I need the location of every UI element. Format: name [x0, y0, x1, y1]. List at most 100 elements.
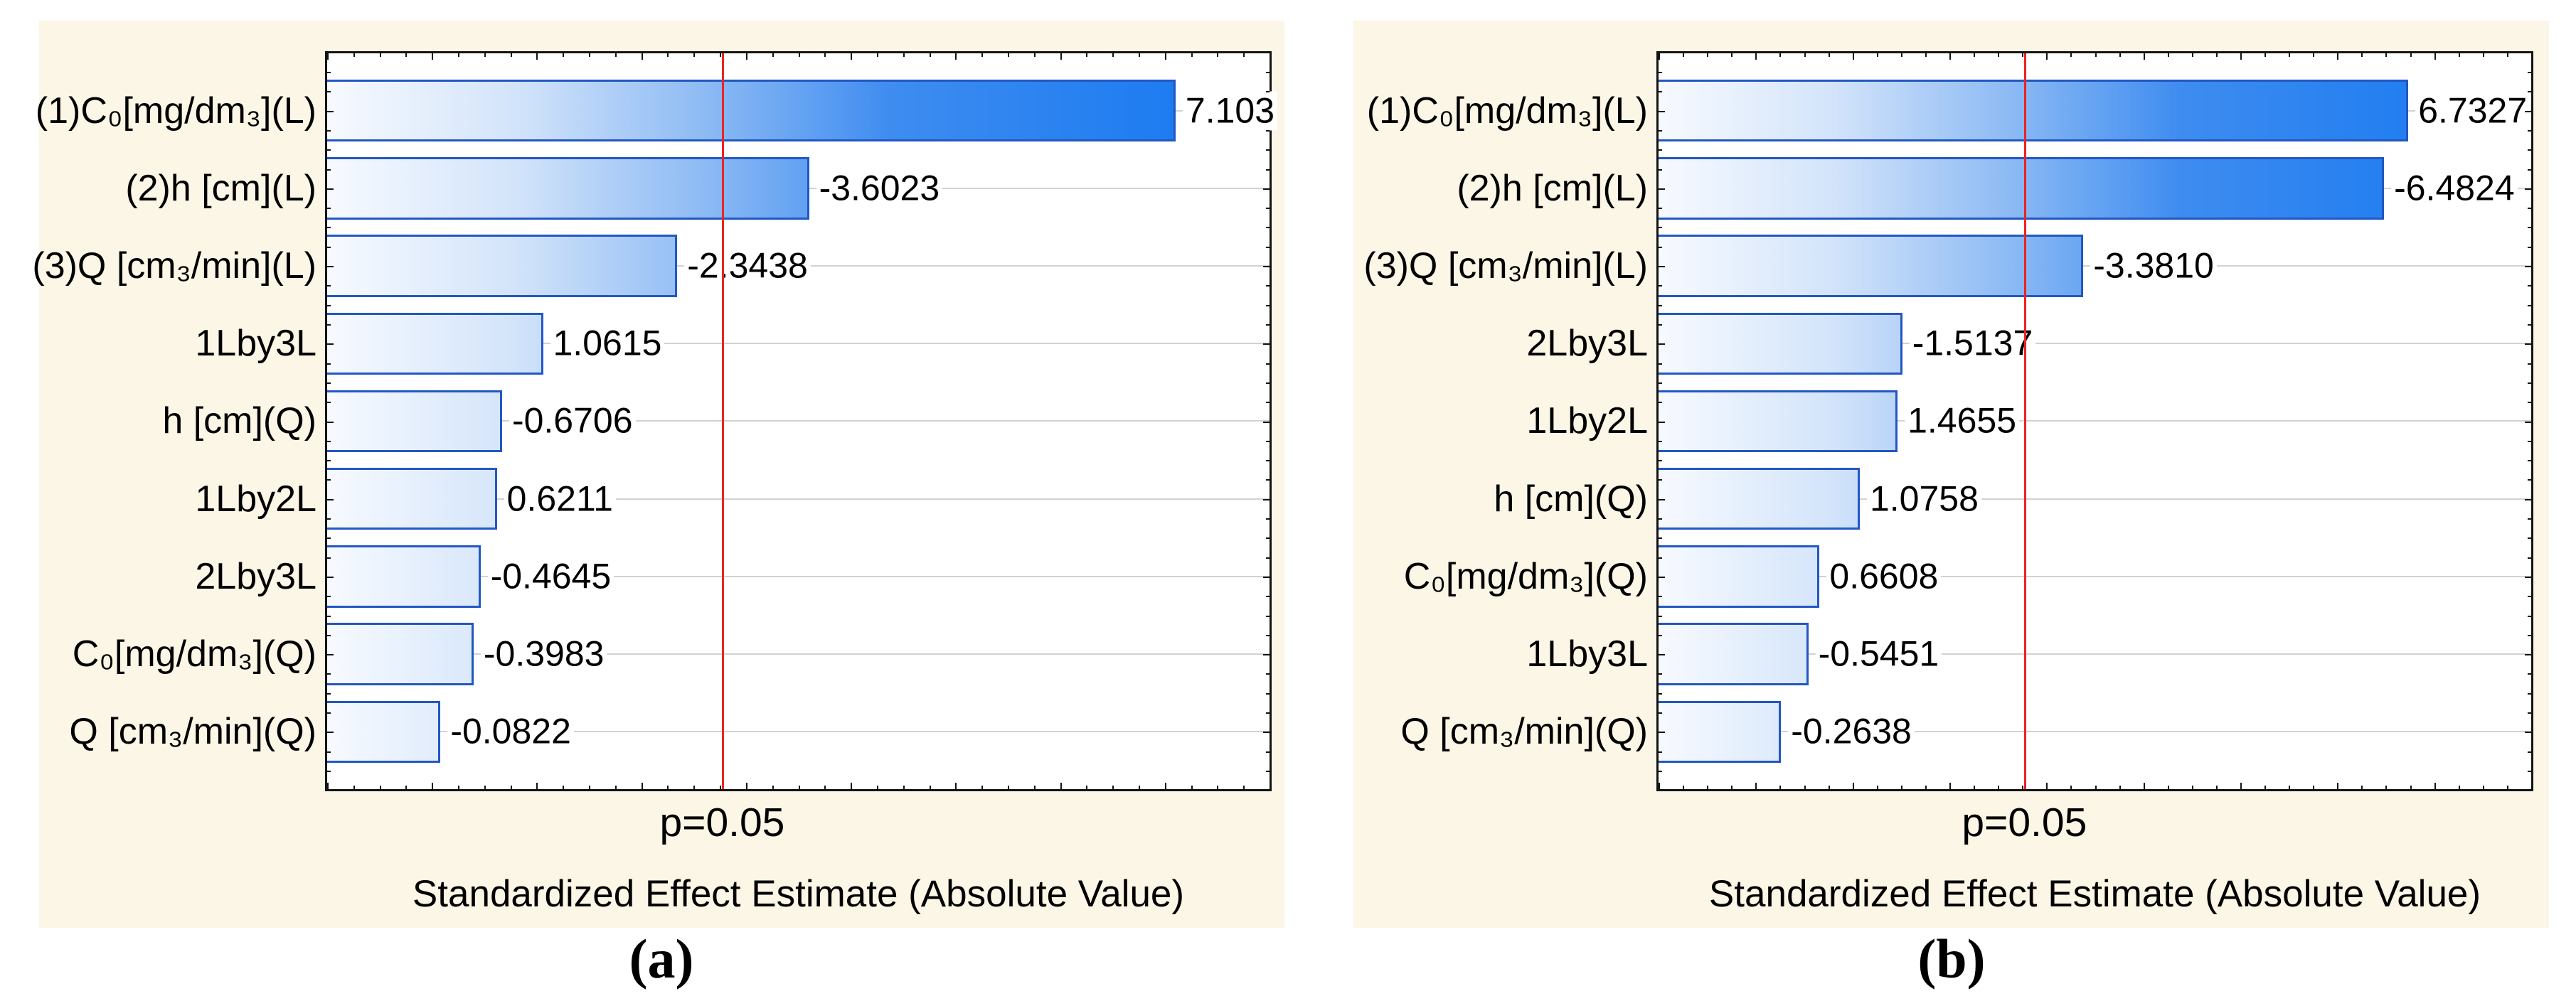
axis-tick: [1266, 285, 1270, 287]
axis-tick: [327, 421, 334, 423]
significance-reference-line: [2023, 53, 2026, 789]
axis-tick: [903, 786, 905, 789]
effect-bar: [327, 79, 1176, 142]
pareto-panel-b: (1)C₀[mg/dm₃](L) (2)h [cm](L) (3)Q [cm₃/mi…: [1353, 21, 2549, 928]
chart-row: -0.5451: [1659, 616, 2531, 693]
axis-tick: [2528, 72, 2531, 73]
axis-tick: [2215, 53, 2218, 57]
axis-tick: [981, 53, 984, 57]
axis-tick: [2167, 786, 2169, 789]
axis-tick: [1659, 440, 1662, 442]
axis-tick: [1925, 786, 1927, 789]
effect-bar-fill: [1659, 81, 2407, 140]
axis-tick: [1659, 479, 1662, 481]
axis-tick: [1138, 53, 1140, 57]
effect-bar-fill: [1659, 314, 1900, 373]
bar-rows: 7.103 -3.6023 -2.3438 1.0615 -0.6706 0.6211 -0…: [327, 72, 1278, 771]
subfigure-caption-a: (a): [629, 928, 694, 990]
axis-tick: [1659, 692, 1662, 695]
axis-tick: [2264, 53, 2267, 57]
significance-reference-line: [721, 53, 724, 789]
axis-tick: [327, 654, 334, 656]
effect-bar-fill: [327, 392, 500, 451]
axis-tick: [1659, 246, 1662, 248]
axis-tick: [1659, 168, 1662, 171]
axis-tick: [589, 786, 591, 789]
category-label: (3)Q [cm₃/min](L): [1363, 245, 1648, 287]
axis-tick: [955, 53, 957, 60]
axis-tick: [1876, 786, 1878, 789]
chart-row: 0.6211: [327, 460, 1270, 537]
axis-tick: [1266, 557, 1270, 559]
axis-tick: [1659, 421, 1665, 423]
axis-tick: [1266, 402, 1270, 404]
axis-tick: [2264, 786, 2267, 789]
chart-row: -0.3983: [327, 616, 1270, 693]
axis-tick: [327, 208, 331, 210]
category-label: (3)Q [cm₃/min](L): [32, 245, 316, 287]
axis-tick: [2240, 53, 2242, 60]
axis-tick: [2528, 227, 2531, 229]
row-gridline: [327, 653, 1270, 655]
axis-tick: [327, 53, 329, 60]
chart-row: -2.3438: [327, 227, 1270, 304]
axis-tick: [327, 732, 334, 734]
axis-tick: [851, 53, 853, 60]
effect-bar-fill: [1659, 159, 2383, 218]
axis-tick: [353, 53, 355, 57]
axis-tick: [667, 786, 669, 789]
axis-tick: [903, 53, 905, 57]
axis-tick: [589, 53, 591, 57]
axis-tick: [1659, 732, 1665, 734]
axis-tick: [327, 557, 331, 559]
axis-tick: [327, 149, 331, 151]
axis-tick: [1266, 615, 1270, 617]
axis-tick: [1659, 149, 1662, 151]
value-label: -3.6023: [816, 168, 943, 208]
axis-tick: [2528, 712, 2531, 714]
value-label: 1.4655: [1905, 401, 2020, 441]
axis-tick: [1033, 786, 1036, 789]
axis-tick: [327, 712, 331, 714]
axis-tick: [1683, 786, 1685, 789]
axis-tick: [1033, 53, 1036, 57]
axis-tick: [563, 786, 565, 789]
axis-tick: [327, 783, 329, 789]
effect-bar-fill: [1659, 237, 2082, 295]
axis-tick: [2528, 751, 2531, 753]
chart-row: -6.4824: [1659, 149, 2531, 227]
axis-tick: [2361, 53, 2363, 57]
effect-bar-fill: [327, 81, 1173, 140]
axis-tick: [327, 751, 331, 753]
row-gridline: [327, 731, 1270, 733]
category-label: (2)h [cm](L): [1457, 167, 1648, 209]
axis-tick: [2143, 53, 2145, 60]
axis-tick: [1659, 771, 1662, 772]
axis-tick: [2528, 91, 2531, 93]
axis-tick: [327, 596, 331, 598]
effect-bar: [327, 468, 497, 530]
x-axis-title: Standardized Effect Estimate (Absolute V…: [412, 873, 1185, 915]
axis-tick: [824, 786, 826, 789]
chart-row: -3.3810: [1659, 227, 2531, 304]
axis-tick: [2022, 53, 2024, 57]
effect-bar-fill: [327, 547, 479, 606]
p-value-label: p=0.05: [659, 800, 785, 845]
axis-tick: [327, 479, 331, 481]
axis-tick: [1266, 129, 1270, 132]
effect-bar-fill: [1659, 470, 1858, 528]
axis-tick: [2046, 53, 2048, 60]
axis-tick: [667, 53, 669, 57]
category-label: h [cm](Q): [1494, 478, 1648, 520]
effect-bar: [1659, 312, 1902, 375]
category-label: (2)h [cm](L): [125, 167, 316, 209]
axis-tick: [1659, 673, 1662, 675]
axis-tick: [1263, 576, 1270, 578]
axis-tick: [1731, 53, 1733, 57]
value-label: 7.103: [1182, 91, 1278, 131]
axis-tick: [2167, 53, 2169, 57]
category-label: C₀[mg/dm₃](Q): [1403, 555, 1648, 597]
axis-tick: [327, 537, 331, 540]
axis-tick: [1112, 53, 1114, 57]
value-label: 0.6608: [1826, 557, 1942, 596]
